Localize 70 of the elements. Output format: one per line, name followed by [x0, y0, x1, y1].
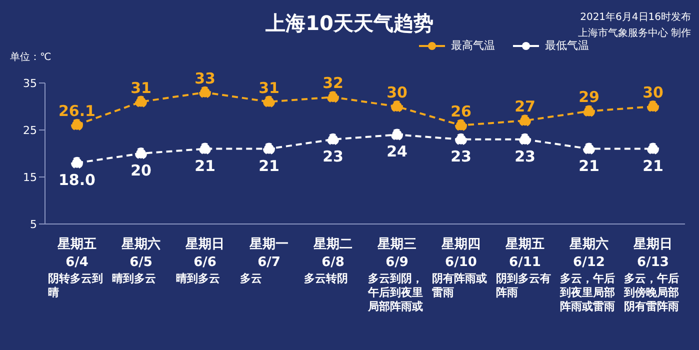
x-tick-label: 星期日 6/13	[632, 237, 672, 270]
data-label: 23	[450, 147, 472, 166]
point	[455, 119, 467, 132]
data-label: 26	[450, 102, 472, 120]
point	[263, 96, 275, 108]
text: 阴转多云到晴	[48, 272, 104, 300]
data-label: 21	[578, 156, 600, 175]
point	[71, 156, 83, 169]
data-label: 21	[194, 156, 216, 175]
text: 阴有阵雨或雷雨	[432, 272, 488, 300]
point	[647, 142, 659, 155]
x-tick-label: 星期四 6/10	[440, 237, 480, 270]
data-label: 24	[386, 142, 408, 161]
chart-title: 上海10天天气趋势	[266, 11, 434, 35]
text: 多云，午后到傍晚局部阴有雷阵雨	[624, 272, 680, 314]
x-tick-label: 星期六 6/12	[568, 236, 608, 270]
point	[519, 114, 531, 127]
text: 晴到多云	[112, 272, 157, 286]
x-tick-label: 星期六 6/5	[120, 236, 160, 270]
data-label: 29	[578, 88, 600, 106]
point	[391, 128, 403, 141]
x-tick-label: 星期三 6/9	[376, 237, 416, 270]
data-label: 26.1	[58, 102, 96, 120]
data-label: 18.0	[58, 170, 96, 189]
y-tick-label: 15	[23, 170, 37, 184]
data-label: 27	[514, 98, 536, 116]
point	[263, 142, 275, 155]
legend-label: 最低气温	[544, 38, 589, 53]
x-tick-label: 星期一 6/7	[248, 237, 288, 270]
data-label: 30	[386, 84, 408, 102]
point	[327, 91, 339, 104]
data-label: 31	[258, 78, 280, 97]
point	[647, 100, 659, 112]
point	[327, 133, 339, 146]
text: 多云，午后到夜里局部阵雨或雷雨	[560, 272, 616, 314]
data-label: 23	[322, 147, 344, 166]
chart-subtitle: 2021年6月4日16时发布	[579, 10, 691, 25]
point	[583, 142, 595, 155]
data-label: 33	[194, 69, 216, 88]
text: 阴到多云有阵雨	[496, 272, 552, 300]
point	[71, 118, 83, 131]
y-tick-label: 5	[30, 218, 37, 231]
y-tick-label: 25	[23, 124, 37, 137]
x-tick-label: 星期二 6/8	[312, 237, 352, 270]
y-tick-label: 35	[23, 76, 37, 90]
point	[391, 100, 403, 112]
x-tick-label: 星期五 6/4	[56, 237, 96, 270]
data-label: 20	[130, 162, 152, 180]
point	[199, 86, 211, 98]
legend-label: 最高气温	[450, 38, 495, 53]
x-tick-label: 星期日 6/6	[184, 237, 224, 270]
data-label: 23	[514, 147, 536, 166]
text: 多云	[240, 272, 263, 286]
x-tick-label: 星期五 6/11	[504, 237, 544, 270]
data-label: 30	[642, 84, 664, 102]
y-axis-title: 单位：℃	[10, 50, 52, 64]
text: 晴到多云	[176, 272, 221, 286]
text: 上海市气象服务中心 制作	[578, 26, 691, 40]
text: 多云转阴	[304, 272, 349, 286]
point	[519, 133, 531, 146]
point	[455, 133, 467, 146]
data-label: 21	[642, 156, 664, 175]
point	[135, 148, 147, 160]
data-label: 21	[258, 156, 280, 175]
point	[199, 142, 211, 155]
point	[135, 96, 147, 108]
text: 多云到阴，午后到夜里局部阵雨或	[368, 272, 424, 314]
point	[583, 105, 595, 118]
data-label: 32	[322, 74, 344, 92]
data-label: 31	[130, 78, 152, 97]
